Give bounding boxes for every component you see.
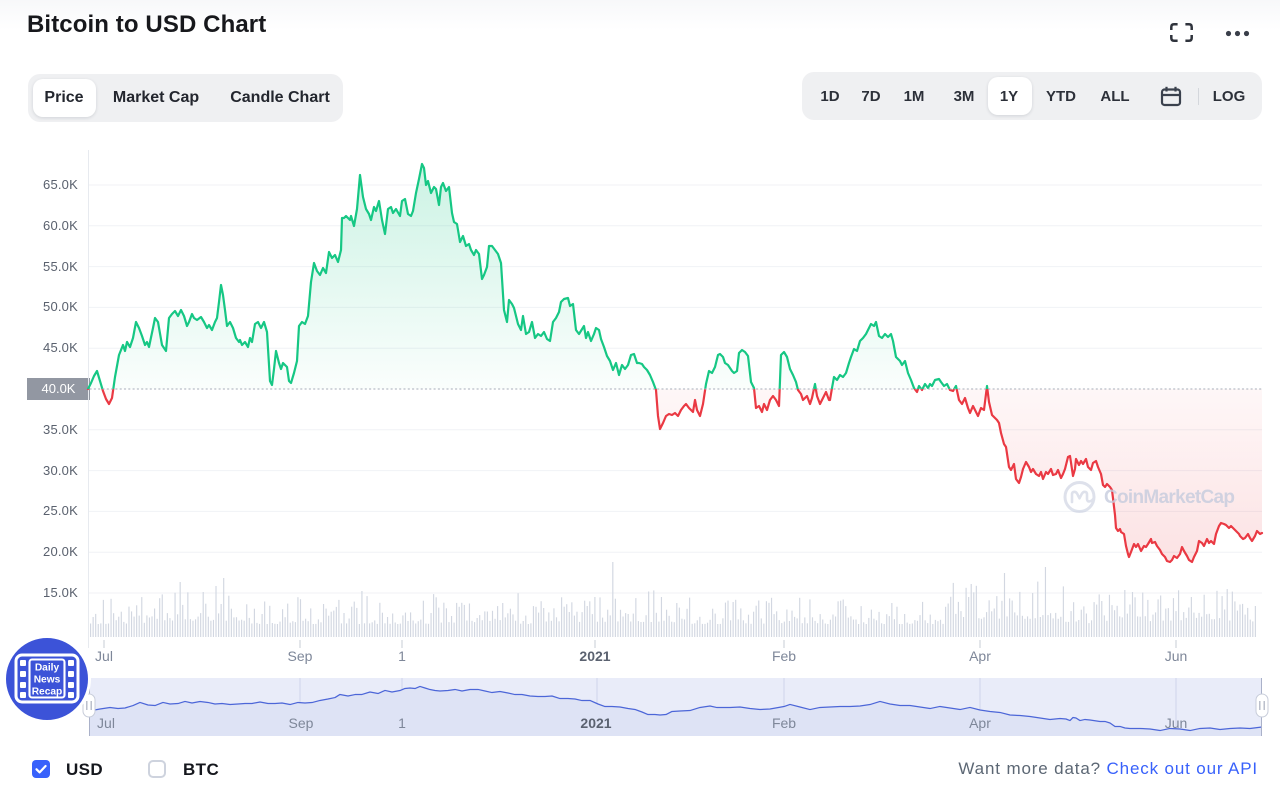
svg-text:Recap: Recap xyxy=(32,687,63,698)
svg-text:News: News xyxy=(34,675,61,686)
svg-text:Daily: Daily xyxy=(35,663,60,674)
